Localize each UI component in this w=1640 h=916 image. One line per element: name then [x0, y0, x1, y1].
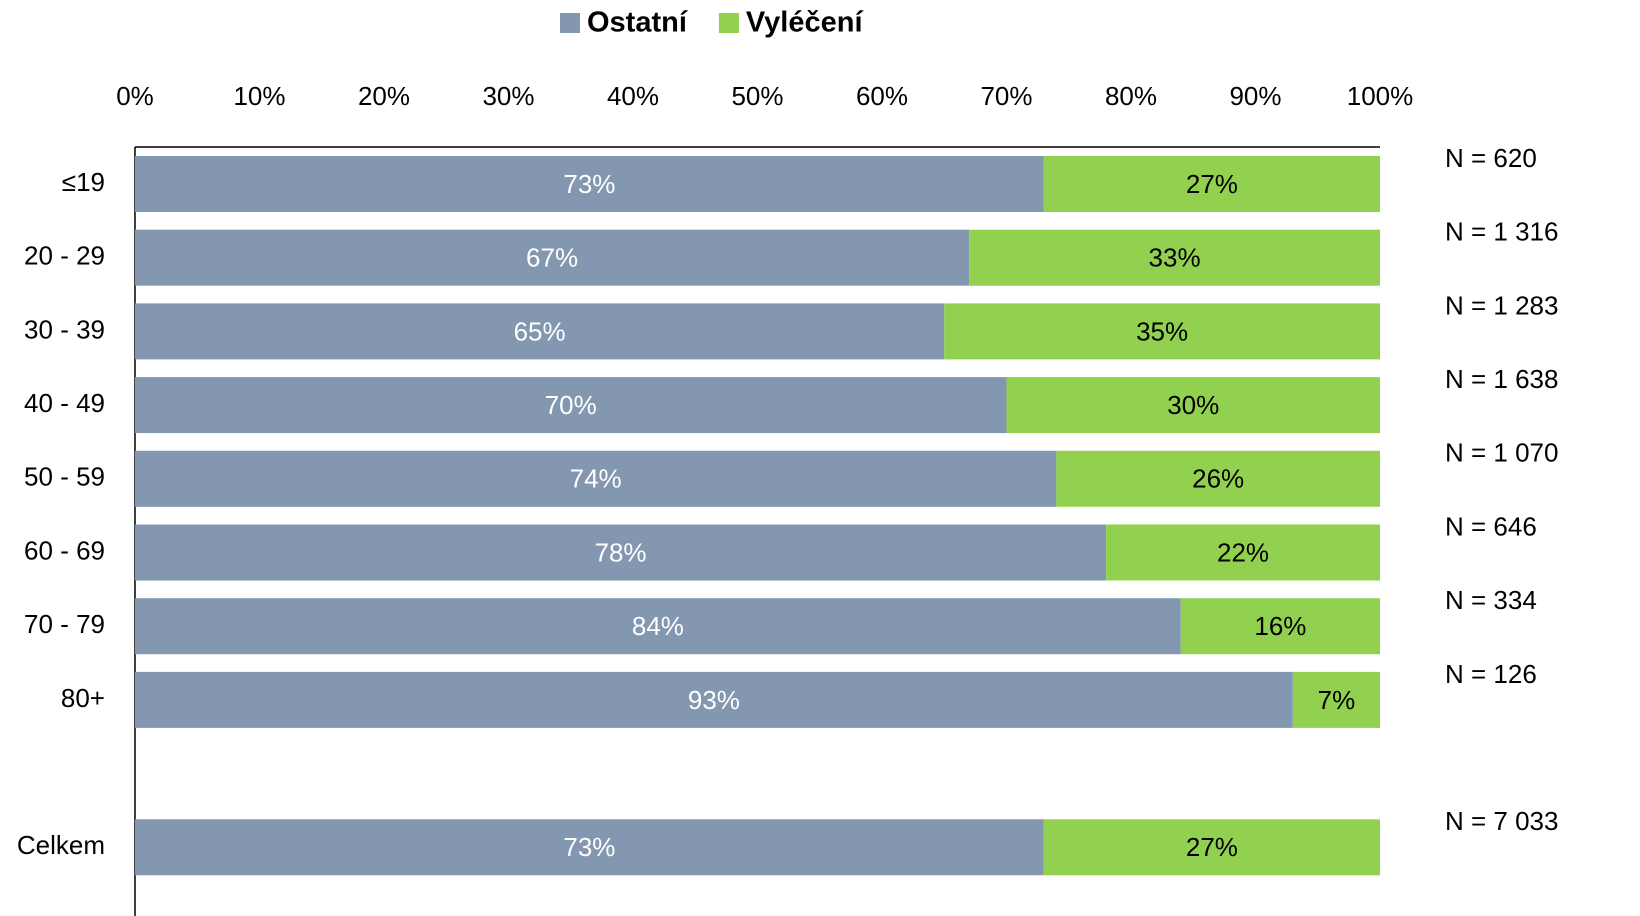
y-tick-label: 20 - 29	[24, 241, 105, 271]
bar-segment	[944, 303, 1380, 360]
data-label: 33%	[1149, 243, 1201, 273]
bar-segment	[135, 229, 970, 286]
data-label: 65%	[514, 316, 566, 346]
x-tick-label: 30%	[482, 81, 534, 111]
x-tick-label: 50%	[731, 81, 783, 111]
bar-segment	[1180, 598, 1380, 655]
x-tick-label: 20%	[358, 81, 410, 111]
bar-segment	[135, 598, 1181, 655]
bar-segment	[135, 156, 1044, 212]
y-tick-label: 70 - 79	[24, 609, 105, 639]
data-label: 70%	[545, 390, 597, 420]
data-label: 67%	[526, 243, 578, 273]
n-label: N = 1 638	[1445, 364, 1558, 394]
n-label: N = 126	[1445, 659, 1537, 689]
legend-label: Vyléčení	[746, 7, 864, 39]
x-tick-label: 80%	[1105, 81, 1157, 111]
bar-segment	[1043, 156, 1380, 212]
n-label: N = 1 070	[1445, 438, 1558, 468]
n-label: N = 1 316	[1445, 217, 1558, 247]
bar-segment	[135, 377, 1007, 434]
data-label: 73%	[563, 832, 615, 862]
data-label: 27%	[1186, 832, 1238, 862]
n-label: N = 7 033	[1445, 806, 1558, 836]
y-tick-label: ≤19	[62, 167, 105, 197]
y-tick-label: 60 - 69	[24, 535, 105, 565]
n-label: N = 334	[1445, 585, 1537, 615]
bar-segment	[135, 819, 1044, 876]
bar-segment	[1292, 671, 1380, 728]
x-tick-label: 40%	[607, 81, 659, 111]
bar-segment	[135, 450, 1057, 507]
bar-segment	[1006, 377, 1380, 434]
data-label: 74%	[570, 464, 622, 494]
x-tick-label: 100%	[1347, 81, 1414, 111]
data-label: 93%	[688, 685, 740, 715]
bar-segment	[1043, 819, 1380, 876]
legend-swatch	[718, 13, 739, 33]
data-label: 35%	[1136, 316, 1188, 346]
x-tick-label: 60%	[856, 81, 908, 111]
data-label: 22%	[1217, 537, 1269, 567]
bar-segment	[969, 229, 1380, 286]
legend-label: Ostatní	[587, 7, 688, 39]
y-tick-label: 30 - 39	[24, 314, 105, 344]
data-label: 73%	[563, 169, 615, 199]
data-label: 78%	[595, 537, 647, 567]
y-tick-label: Celkem	[17, 830, 105, 860]
x-tick-label: 0%	[116, 81, 154, 111]
data-label: 16%	[1254, 611, 1306, 641]
bar-segment	[1056, 450, 1380, 507]
data-label: 30%	[1167, 390, 1219, 420]
x-tick-label: 90%	[1229, 81, 1281, 111]
n-label: N = 646	[1445, 511, 1537, 541]
bar-segment	[135, 671, 1293, 728]
n-label: N = 620	[1445, 143, 1537, 173]
y-tick-label: 50 - 59	[24, 462, 105, 492]
x-tick-label: 70%	[980, 81, 1032, 111]
data-label: 27%	[1186, 169, 1238, 199]
data-label: 84%	[632, 611, 684, 641]
bar-segment	[135, 524, 1107, 581]
data-label: 26%	[1192, 464, 1244, 494]
bar-segment	[1106, 524, 1380, 581]
legend-swatch	[560, 13, 580, 33]
data-label: 7%	[1318, 685, 1356, 715]
y-tick-label: 40 - 49	[24, 388, 105, 418]
y-tick-label: 80+	[61, 683, 105, 713]
x-tick-label: 10%	[233, 81, 285, 111]
n-label: N = 1 283	[1445, 290, 1558, 320]
bar-segment	[135, 303, 945, 360]
